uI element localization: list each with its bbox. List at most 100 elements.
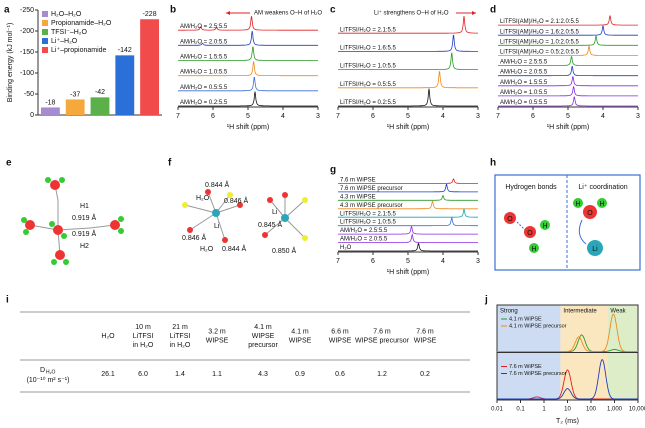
atom: O	[587, 210, 593, 217]
trace-label: AM/H₂O = 1.0:5.5	[180, 70, 228, 76]
bond-length: 0.919 Å	[72, 213, 96, 222]
spectrum-trace	[338, 207, 478, 218]
x-axis-label: ¹H shift (ppm)	[387, 124, 429, 131]
atom: Li	[592, 246, 598, 253]
x-tick-label: 4	[441, 113, 445, 120]
panel-letter: c	[330, 5, 336, 16]
x-tick-label: 6	[371, 113, 375, 120]
x-tick-label: 6	[371, 258, 375, 265]
ion-label: Li	[214, 223, 220, 230]
atom: H	[542, 223, 547, 230]
spectrum-trace	[178, 30, 318, 46]
y-tick-label: -250	[20, 7, 34, 14]
trace-label: AM/H₂O = 2.0:5.5	[500, 70, 548, 76]
legend-swatch	[42, 47, 48, 53]
row-label-units: (10⁻¹⁰ m² s⁻¹)	[27, 376, 70, 384]
x-tick-label: 100	[586, 407, 597, 413]
ion-label: Li	[272, 209, 278, 216]
x-tick-label: 7	[336, 258, 340, 265]
cell: 1.4	[175, 371, 185, 378]
column-header: WIPSE	[414, 337, 437, 344]
spectrum-trace	[498, 45, 638, 56]
atom-label: H2	[80, 243, 89, 250]
cell: 0.2	[420, 371, 430, 378]
y-axis-label: Binding energy (kJ mol⁻¹)	[7, 23, 14, 103]
trace-label: 4.3 m WiPSE precursor	[340, 203, 403, 209]
cell: 6.0	[138, 371, 148, 378]
data-label: -18	[45, 99, 55, 106]
x-tick-label: 7	[176, 113, 180, 120]
x-tick-label: 3	[476, 113, 480, 120]
spectrum-trace	[178, 16, 318, 31]
column-header: WIPSE precursor	[355, 337, 410, 344]
x-tick-label: 7	[336, 113, 340, 120]
bar	[65, 99, 85, 115]
spectrum-trace	[338, 88, 478, 107]
molecule-label: H₂O	[200, 246, 214, 253]
bond-length: 0.919 Å	[72, 229, 96, 238]
spectrum-trace	[498, 76, 638, 87]
spectrum-trace	[498, 15, 638, 26]
spectrum-trace	[338, 15, 478, 34]
spectrum-trace	[178, 46, 318, 61]
cell: 1.1	[212, 371, 222, 378]
legend-swatch	[42, 20, 48, 26]
trace-label: AM/H₂O = 0.2:5.5	[180, 100, 228, 106]
box-title: Hydrogen bonds	[505, 184, 557, 191]
column-header: 3.2 m	[208, 328, 226, 335]
column-header: 6.6 m	[331, 328, 349, 335]
column-header: in H₂O	[170, 342, 191, 349]
x-tick-label: 3	[476, 258, 480, 265]
trace-label: LiTFSI/H₂O = 2.1:5.5	[340, 27, 397, 33]
spectrum-trace	[178, 61, 318, 77]
row-label-subscript: H₂O	[46, 369, 56, 375]
spectrum-trace	[498, 66, 638, 77]
column-header: H₂O	[101, 333, 115, 340]
column-header: 4.1 m	[291, 328, 309, 335]
column-header: 21 m	[172, 324, 188, 331]
legend-label: 4.1 m WiPSE	[509, 316, 542, 322]
x-tick-label: 5	[406, 113, 410, 120]
trace-label: LiTFSI(AM)/H₂O = 1.6:2.0:5.5	[500, 29, 580, 35]
x-tick-label: 7	[496, 113, 500, 120]
panel-f: f 0.844 Å H₂O 0.846 Å Li 0.846 Å H₂O 0.8…	[168, 158, 308, 255]
cell: 1.2	[377, 371, 387, 378]
bond-length: 0.850 Å	[272, 246, 296, 255]
column-header: LiTFSI	[170, 333, 191, 340]
bar	[140, 19, 160, 116]
legend-label: 7.6 m WiPSE	[509, 364, 542, 370]
column-header: precursor	[248, 342, 278, 349]
spectrum-trace	[338, 71, 478, 89]
atom: H	[531, 246, 536, 253]
spectrum-trace	[498, 86, 638, 97]
legend-swatch	[42, 11, 48, 17]
legend-label: 7.6 m WiPSE precursor	[509, 371, 567, 377]
panel-letter: f	[168, 158, 172, 169]
trace-label: LiTFSI(AM)/H₂O = 2.1:2.0:5.5	[500, 19, 580, 25]
coordination-arrow	[578, 219, 587, 245]
trace-label: AM/H₂O = 1.5:5.5	[180, 55, 228, 61]
trace-label: 4.3 m WiPSE	[340, 194, 376, 200]
spectrum-trace	[498, 96, 638, 107]
trace-label: LiTFSI(AM)/H₂O = 0.5:2.0:5.5	[500, 50, 580, 56]
trace-label: AM/H₂O = 0.5:5.5	[500, 100, 548, 106]
bond-length: 0.845 Å	[258, 220, 282, 229]
x-tick-label: 1	[542, 407, 546, 413]
cell: 26.1	[101, 371, 115, 378]
trace-label: AM/H₂O = 2.0:5.5	[340, 237, 388, 243]
spectrum-trace	[338, 178, 478, 184]
trace-label: LiTFSI/H₂O = 2.1:5.5	[340, 211, 397, 217]
atom: O	[527, 230, 533, 237]
legend-label: H₂O–H₂O	[51, 11, 82, 18]
spectrum-trace	[498, 25, 638, 36]
spectrum-trace	[338, 34, 478, 52]
box-title: Li⁺ coordination	[578, 184, 627, 191]
y-tick-label: -100	[20, 70, 34, 77]
spectrum-trace	[338, 52, 478, 70]
x-tick-label: 10,000	[629, 407, 645, 413]
legend-label: Li⁺–propionamide	[51, 47, 107, 54]
legend-label: Li⁺–H₂O	[51, 38, 78, 45]
atom: H	[599, 201, 604, 208]
panel-letter: b	[170, 5, 176, 16]
